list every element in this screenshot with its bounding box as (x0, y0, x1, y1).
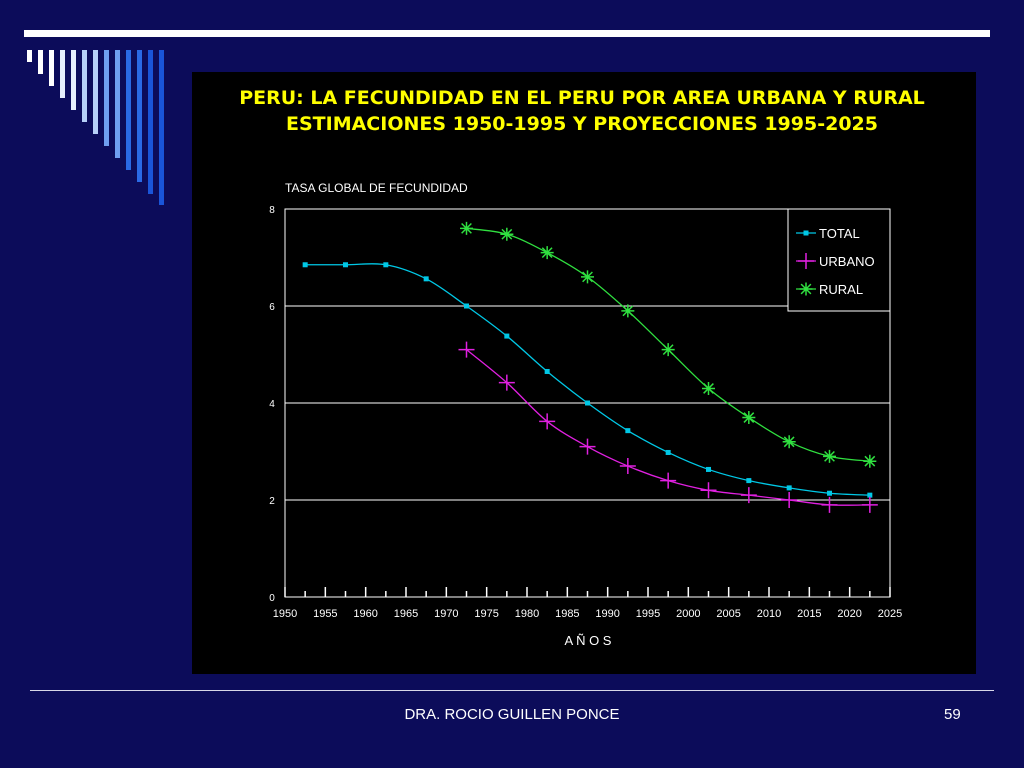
x-tick-label: 2025 (878, 608, 902, 620)
x-axis-label: A Ñ O S (565, 633, 612, 648)
decorative-stripe (126, 50, 131, 170)
data-point-total (423, 276, 429, 282)
x-tick-label: 1990 (595, 608, 619, 620)
x-tick-label: 2005 (716, 608, 740, 620)
x-tick-label: 1965 (394, 608, 418, 620)
series-line-total (305, 263, 870, 496)
data-point-rural (742, 411, 756, 425)
decorative-stripe (93, 50, 98, 134)
x-tick-label: 1995 (636, 608, 660, 620)
data-point-total (383, 262, 389, 268)
data-point-urbano (458, 341, 475, 358)
x-tick-label: 2015 (797, 608, 821, 620)
data-point-total (706, 466, 711, 472)
data-point-urbano (660, 472, 677, 489)
fertility-line-chart: PERU: LA FECUNDIDAD EN EL PERU POR AREA … (239, 87, 925, 648)
data-point-rural (863, 454, 877, 468)
page-number: 59 (944, 706, 961, 723)
data-point-urbano (579, 438, 596, 455)
decorative-stripe (82, 50, 87, 122)
footer-author: DRA. ROCIO GUILLEN PONCE (404, 706, 620, 723)
y-axis-label: TASA GLOBAL DE FECUNDIDAD (285, 181, 468, 195)
chart-marks: 0 2 4 6 8 1950 1955 1960 1965 1970 1975 1980 1985 199… (269, 205, 902, 620)
data-point-total (867, 492, 873, 498)
legend-label-total: TOTAL (819, 226, 860, 241)
data-point-total (343, 262, 348, 268)
data-point-rural (460, 221, 473, 235)
y-tick-label: 6 (269, 302, 275, 313)
decorative-stripe (38, 50, 43, 74)
data-point-urbano (821, 496, 838, 513)
data-point-total (786, 485, 792, 491)
y-tick-label: 4 (269, 399, 275, 410)
data-point-urbano (781, 492, 798, 508)
title-rule (24, 30, 990, 37)
legend-label-urbano: URBANO (819, 254, 875, 269)
y-tick-label: 0 (269, 593, 275, 604)
x-tick-label: 1970 (434, 608, 458, 620)
legend-label-rural: RURAL (819, 282, 863, 297)
chart-panel: PERU: LA FECUNDIDAD EN EL PERU POR AREA … (192, 72, 976, 674)
decorative-stripe (71, 50, 76, 110)
legend-marker-total (803, 230, 809, 236)
chart-title: PERU: LA FECUNDIDAD EN EL PERU POR AREA … (239, 87, 925, 109)
data-point-urbano (700, 482, 717, 499)
data-point-total (504, 333, 510, 339)
decorative-stripe (49, 50, 54, 86)
data-point-rural (500, 227, 514, 241)
data-point-rural (581, 270, 594, 284)
decorative-stripe (104, 50, 109, 146)
x-tick-label: 1950 (273, 608, 297, 620)
decorative-stripe (27, 50, 32, 62)
x-tick-label: 2010 (757, 608, 781, 620)
x-tick-label: 1955 (313, 608, 337, 620)
x-tick-label: 1980 (515, 608, 539, 620)
legend-marker-urbano (798, 253, 814, 269)
data-point-total (746, 478, 752, 484)
decorative-stripe (115, 50, 120, 158)
data-point-urbano (498, 374, 515, 391)
x-tick-label: 2000 (676, 608, 700, 620)
data-point-rural (823, 449, 836, 463)
decorative-stripes (27, 50, 164, 205)
x-tick-label: 1975 (474, 608, 498, 620)
data-point-urbano (619, 458, 636, 475)
data-point-urbano (539, 413, 556, 430)
data-point-rural (702, 381, 715, 395)
data-point-total (585, 400, 590, 406)
decorative-stripe (60, 50, 65, 98)
y-tick-label: 8 (269, 205, 275, 216)
x-tick-label: 1960 (353, 608, 377, 620)
data-point-total (827, 490, 832, 496)
data-point-total (625, 428, 631, 434)
x-tick-label: 1985 (555, 608, 579, 620)
x-tick-label: 2020 (837, 608, 861, 620)
data-point-urbano (861, 496, 878, 513)
legend-box (787, 208, 891, 312)
chart-subtitle: ESTIMACIONES 1950-1995 Y PROYECCIONES 19… (286, 113, 878, 135)
legend-marker-rural (799, 282, 813, 296)
data-point-rural (540, 246, 554, 260)
data-point-total (544, 368, 550, 374)
data-point-rural (661, 343, 675, 357)
data-point-rural (621, 304, 635, 318)
data-point-total (302, 262, 308, 268)
data-point-rural (782, 435, 796, 449)
data-point-total (665, 449, 671, 455)
footer-rule (30, 690, 994, 691)
decorative-stripe (159, 50, 164, 205)
decorative-stripe (148, 50, 153, 194)
decorative-stripe (137, 50, 142, 182)
y-tick-label: 2 (269, 496, 275, 507)
data-point-total (464, 303, 469, 309)
data-point-urbano (740, 487, 757, 504)
